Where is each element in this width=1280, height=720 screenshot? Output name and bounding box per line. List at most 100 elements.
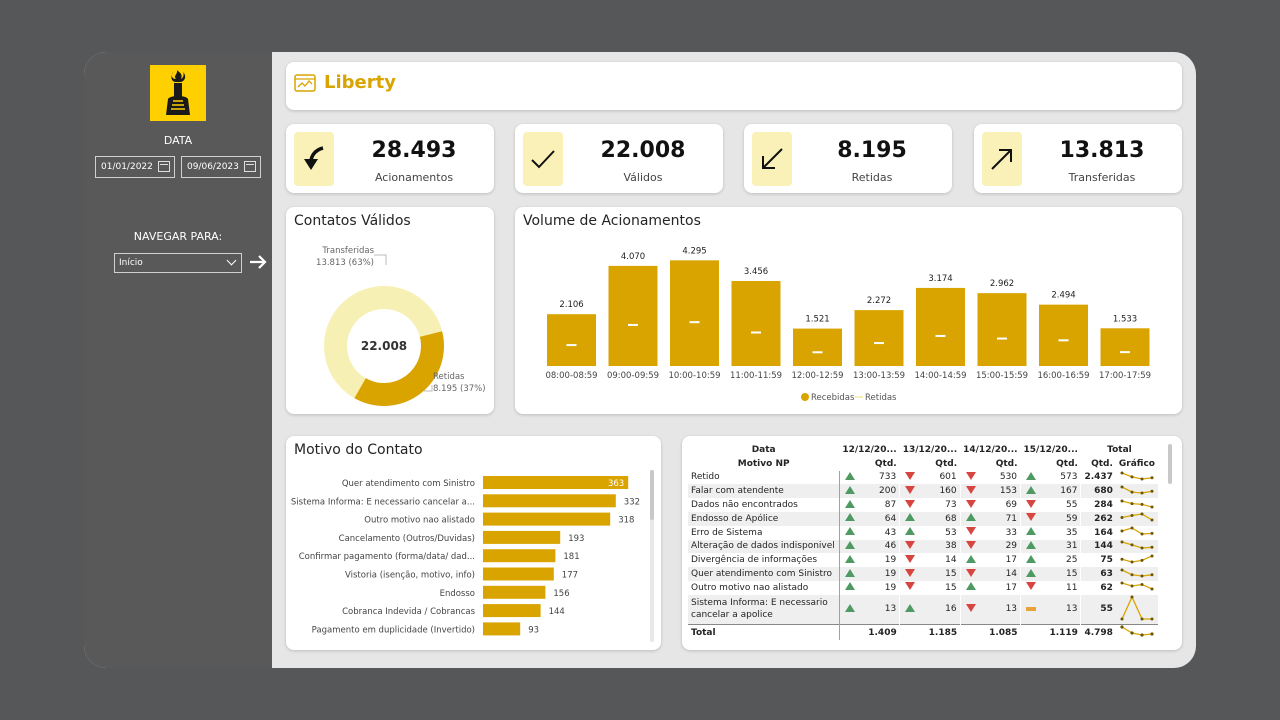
hbar-8[interactable] [483,622,521,636]
bar-14:00-14:59[interactable] [916,287,965,366]
trend-down-icon [960,525,979,540]
bar-value-label: 2.272 [867,296,891,306]
matrix-head[interactable]: 12/12/20... [839,443,900,457]
total-sparkline-cell [1115,623,1158,641]
trend-up-icon [1020,525,1040,540]
scrollbar-track[interactable] [650,470,654,642]
sparkline-point [1130,543,1134,547]
trend-down-icon [960,594,979,625]
kpi-label: Transferidas [1068,171,1136,184]
qty-cell: 15 [1039,567,1082,581]
matrix-head[interactable]: 14/12/20... [960,443,1021,457]
row-total: 2.437 [1080,470,1116,485]
nav-select[interactable]: Início [114,253,242,273]
leader-line [424,385,433,392]
matrix-head: Data [688,443,840,457]
bar-10:00-10:59[interactable] [670,260,719,366]
bar-17:00-17:59[interactable] [1100,328,1150,366]
matrix-head-sorted[interactable]: Qtd. [1080,456,1116,471]
sparkline-point [1140,558,1144,562]
bar-16:00-16:59[interactable] [1039,304,1088,366]
liberty-logo [150,65,206,121]
matrix-head[interactable]: Total [1080,443,1158,457]
sparkline-cell [1115,511,1158,526]
trend-down-icon [960,539,979,554]
matrix-head[interactable]: Qtd. [899,456,961,471]
qty-cell: 14 [918,553,961,568]
motivo-bar-chart: Quer atendimento com Sinistro 363 Sistema … [291,476,640,636]
hbar-7[interactable] [483,604,541,618]
hbar-6[interactable] [483,585,546,599]
matrix-row[interactable]: Falar com atendente 200 160 153 167 680 [688,484,1158,499]
hbar-0[interactable] [483,476,629,489]
matrix-row[interactable]: Erro de Sistema 43 53 33 35 164 [688,525,1158,540]
scrollbar-thumb[interactable] [650,470,654,520]
row-label: Sistema Informa: E necessario cancelar a… [688,594,840,625]
trend-down-icon [1020,511,1040,526]
bar-12:00-12:59[interactable] [793,328,842,366]
bar-09:00-09:59[interactable] [608,265,658,366]
matrix-row[interactable]: Sistema Informa: E necessario cancelar a… [688,594,1158,625]
matrix-row[interactable]: Outro motivo nao alistado 19 15 17 11 62 [688,580,1158,595]
hbar-5[interactable] [483,567,554,581]
sparkline-point [1120,485,1124,489]
matrix-row[interactable]: Alteração de dados indisponivel 46 38 29 31 1… [688,539,1158,554]
qty-cell: 55 [1039,498,1082,512]
trend-up-icon [839,498,858,512]
qty-cell: 11 [1039,580,1082,595]
kpi-card-validos: 22.008 Válidos [515,124,723,193]
hbar-3[interactable] [483,530,561,544]
sparkline-point [1150,617,1154,621]
bar-value-label: 1.533 [1113,314,1137,324]
row-total: 164 [1080,525,1116,540]
matrix-head[interactable]: Qtd. [1020,456,1081,471]
donut-slice-transferidas[interactable] [324,286,443,399]
trend-up-icon [839,470,858,485]
nav-label: NAVEGAR PARA: [133,230,223,243]
total-cell: 1.119 [1020,623,1081,641]
matrix-row[interactable]: Quer atendimento com Sinistro 19 15 14 15 63 [688,567,1158,581]
hbar-category-label: Confirmar pagamento (forma/data/ dad... [299,552,475,562]
matrix-row[interactable]: Divergência de informações 19 14 17 25 75 [688,553,1158,568]
matrix-row[interactable]: Retido 733 601 530 573 2.437 [688,470,1158,485]
matrix-head[interactable]: Qtd. [960,456,1021,471]
sparkline-point [1120,581,1124,585]
sparkline-point [1150,545,1154,549]
matrix-table: Data 12/12/20... 13/12/20... 14/12/20...… [688,443,1158,641]
hbar-4[interactable] [483,549,556,563]
donut-chart: 22.008 Transferidas 13.813 (63%) Retidas 8.1… [316,246,486,406]
matrix-head[interactable]: 13/12/20... [899,443,961,457]
leader-line [374,254,387,265]
legend-label: Retidas [865,393,897,403]
date-start-input[interactable]: 01/01/2022 [95,156,175,178]
bar-value-label: 2.962 [990,279,1014,289]
matrix-head[interactable]: 15/12/20... [1020,443,1081,457]
arrow-right-icon[interactable] [248,252,268,272]
date-end-input[interactable]: 09/06/2023 [181,156,261,178]
sparkline-point [1140,583,1144,587]
scrollbar-thumb[interactable] [1168,444,1172,484]
hbar-1[interactable] [483,494,616,508]
bar-15:00-15:59[interactable] [977,293,1027,366]
calendar-icon[interactable] [158,161,170,172]
hbar-2[interactable] [483,512,611,526]
bar-11:00-11:59[interactable] [731,280,781,366]
bar-08:00-08:59[interactable] [547,314,596,366]
bar-value-label: 4.295 [682,246,706,256]
bar-13:00-13:59[interactable] [854,310,904,366]
sparkline-point [1120,617,1124,621]
trend-down-icon [960,567,979,581]
date-filter-label: DATA [163,134,193,147]
hbar-category-label: Vistoria (isenção, motivo, info) [345,571,475,581]
calendar-icon[interactable] [244,161,256,172]
bar-value-label: 2.494 [1051,291,1075,301]
matrix-row[interactable]: Dados não encontrados 87 73 69 55 284 [688,498,1158,512]
qty-cell: 16 [918,594,961,625]
matrix-head[interactable]: Qtd. [839,456,900,471]
matrix-row[interactable]: Endosso de Apólice 64 68 71 59 262 [688,511,1158,526]
qty-cell: 38 [918,539,961,554]
row-label: Retido [688,470,840,485]
bar-category-label: 11:00-11:59 [730,371,782,381]
donut-slice-retidas[interactable] [354,331,444,406]
row-total: 262 [1080,511,1116,526]
